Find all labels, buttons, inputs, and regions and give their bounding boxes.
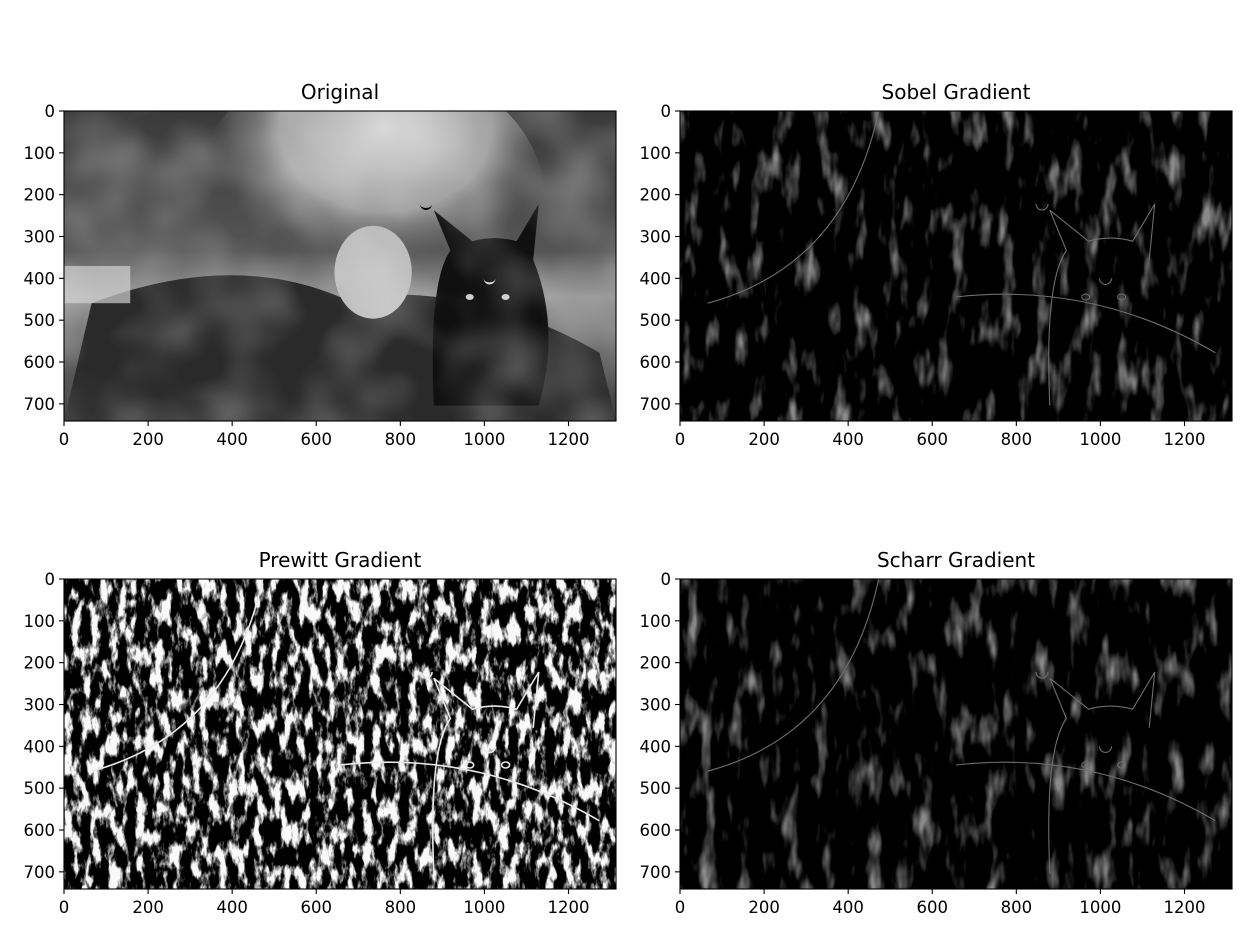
x-tick-label: 200 <box>748 430 780 449</box>
y-tick-label: 300 <box>640 696 672 715</box>
y-tick-label: 700 <box>24 863 56 882</box>
y-tick-label: 500 <box>640 311 672 330</box>
panel-title: Prewitt Gradient <box>259 548 422 572</box>
y-tick-label: 200 <box>640 186 672 205</box>
x-tick-label: 1200 <box>547 430 589 449</box>
y-tick-label: 0 <box>661 570 672 589</box>
axes-frame <box>63 110 617 422</box>
x-tick-label: 1000 <box>1079 898 1121 917</box>
y-tick-label: 600 <box>24 353 56 372</box>
y-tick-label: 100 <box>24 612 56 631</box>
scharr-image <box>680 579 1232 889</box>
x-tick-label: 0 <box>59 430 70 449</box>
panel-title: Sobel Gradient <box>882 80 1031 104</box>
y-tick-label: 500 <box>24 779 56 798</box>
y-tick-label: 100 <box>640 612 672 631</box>
x-tick-label: 600 <box>300 430 332 449</box>
panel-prewitt: Prewitt Gradient 0 200 400 600 800 1000 1200 0 10… <box>24 548 617 917</box>
y-tick-label: 500 <box>640 779 672 798</box>
x-tick-label: 1000 <box>463 898 505 917</box>
y-tick-label: 400 <box>24 269 56 288</box>
y-tick-label: 300 <box>24 696 56 715</box>
y-tick-label: 500 <box>24 311 56 330</box>
y-tick-label: 100 <box>640 144 672 163</box>
y-tick-label: 700 <box>24 395 56 414</box>
x-tick-label: 400 <box>216 898 248 917</box>
x-tick-label: 400 <box>832 898 864 917</box>
x-tick-label: 800 <box>1001 898 1033 917</box>
x-tick-label: 200 <box>132 430 164 449</box>
x-tick-label: 800 <box>385 898 417 917</box>
y-tick-label: 700 <box>640 863 672 882</box>
y-tick-label: 200 <box>640 654 672 673</box>
panel-scharr: Scharr Gradient 0 200 400 600 800 1000 1200 0 100… <box>640 548 1233 917</box>
y-tick-label: 300 <box>640 228 672 247</box>
x-tick-label: 400 <box>832 430 864 449</box>
x-tick-label: 0 <box>59 898 70 917</box>
panel-original: Original 0 200 400 600 800 1000 1200 0 100 200 300 4… <box>24 80 617 449</box>
x-tick-label: 0 <box>675 898 686 917</box>
x-tick-label: 0 <box>675 430 686 449</box>
x-tick-label: 800 <box>385 430 417 449</box>
y-tick-label: 0 <box>661 102 672 121</box>
original-image <box>64 111 616 421</box>
x-tick-label: 1200 <box>547 898 589 917</box>
y-tick-label: 0 <box>45 102 56 121</box>
y-tick-label: 400 <box>640 737 672 756</box>
y-tick-label: 700 <box>640 395 672 414</box>
x-tick-label: 600 <box>916 898 948 917</box>
x-tick-label: 200 <box>132 898 164 917</box>
y-tick-label: 0 <box>45 570 56 589</box>
y-tick-label: 600 <box>24 821 56 840</box>
y-tick-label: 400 <box>640 269 672 288</box>
panel-title: Original <box>301 80 379 104</box>
x-tick-label: 200 <box>748 898 780 917</box>
x-tick-label: 800 <box>1001 430 1033 449</box>
x-tick-label: 600 <box>300 898 332 917</box>
prewitt-image <box>64 579 616 889</box>
sobel-image <box>680 111 1232 421</box>
y-tick-label: 100 <box>24 144 56 163</box>
y-tick-label: 600 <box>640 821 672 840</box>
y-tick-label: 200 <box>24 186 56 205</box>
y-tick-label: 300 <box>24 228 56 247</box>
axes-frame <box>679 110 1233 422</box>
y-tick-label: 600 <box>640 353 672 372</box>
panel-title: Scharr Gradient <box>877 548 1035 572</box>
panel-sobel: Sobel Gradient 0 200 400 600 800 1000 1200 0 100 2… <box>640 80 1233 449</box>
y-tick-label: 200 <box>24 654 56 673</box>
x-tick-label: 1000 <box>463 430 505 449</box>
y-tick-label: 400 <box>24 737 56 756</box>
x-tick-label: 1000 <box>1079 430 1121 449</box>
axes-frame <box>63 578 617 890</box>
x-tick-label: 400 <box>216 430 248 449</box>
x-tick-label: 1200 <box>1163 898 1205 917</box>
x-tick-label: 600 <box>916 430 948 449</box>
x-tick-label: 1200 <box>1163 430 1205 449</box>
axes-frame <box>679 578 1233 890</box>
